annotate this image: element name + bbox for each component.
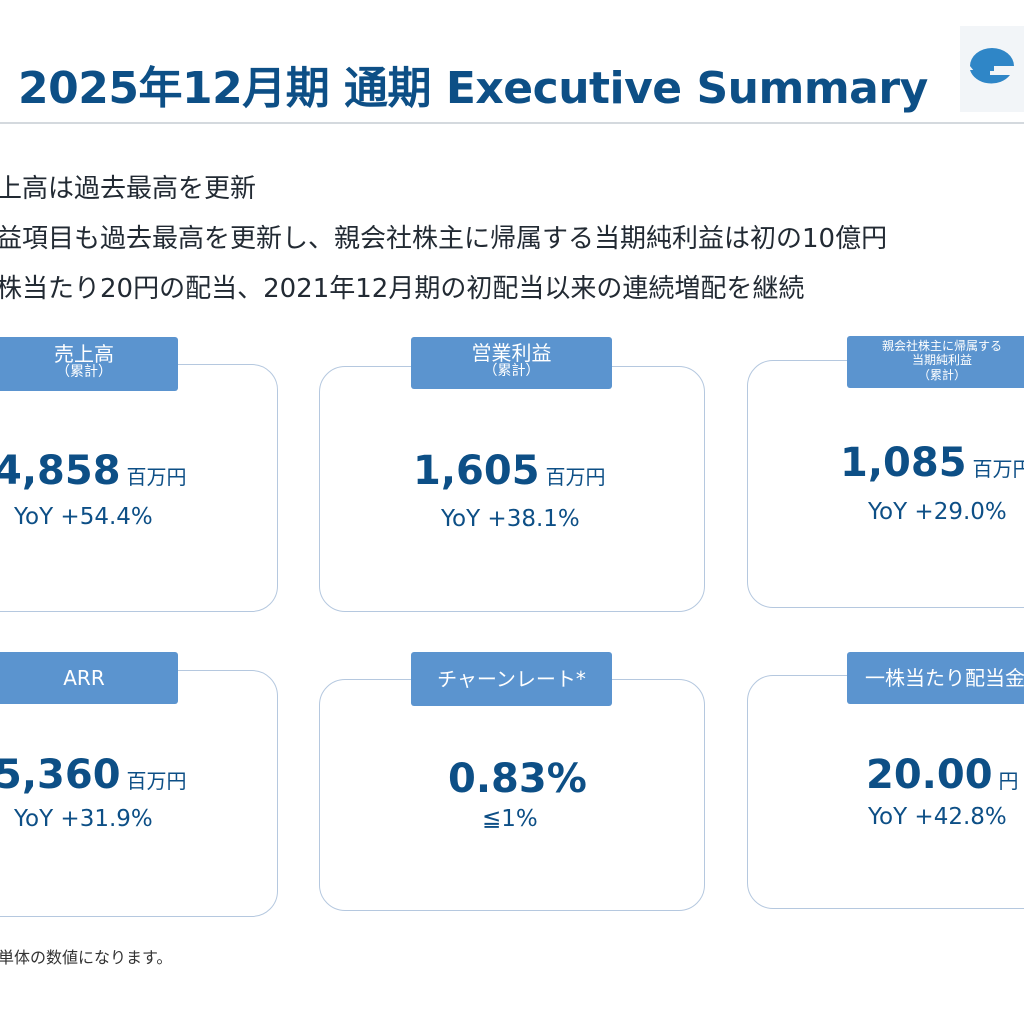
kpi-label-arr: ARR: [0, 652, 178, 704]
kpi-target-churn-rate: ≦1%: [482, 806, 538, 832]
summary-bullet: 上高は過去最高を更新: [0, 174, 257, 204]
kpi-yoy-revenue: YoY +54.4%: [14, 504, 153, 530]
header-divider: [0, 122, 1024, 124]
kpi-yoy-operating-profit: YoY +38.1%: [441, 506, 580, 532]
kpi-card-revenue: [0, 364, 278, 612]
kpi-value-churn-rate: 0.83%: [448, 756, 587, 802]
kpi-yoy-arr: YoY +31.9%: [14, 806, 153, 832]
kpi-card-dividend: [747, 675, 1024, 909]
kpi-value-arr: 5,360 百万円: [0, 752, 187, 798]
kpi-value-operating-profit: 1,605 百万円: [413, 448, 606, 494]
kpi-card-churn-rate: [319, 679, 705, 911]
kpi-card-net-income: [747, 360, 1024, 608]
kpi-label-dividend: 一株当たり配当金: [847, 652, 1024, 704]
summary-bullet: 株当たり20円の配当、2021年12月期の初配当以来の連続増配を継続: [0, 274, 805, 304]
kpi-yoy-dividend: YoY +42.8%: [868, 804, 1007, 830]
summary-bullet: 益項目も過去最高を更新し、親会社株主に帰属する当期純利益は初の10億円: [0, 224, 888, 254]
kpi-card-arr: [0, 670, 278, 917]
kpi-value-revenue: 4,858 百万円: [0, 448, 187, 494]
kpi-card-operating-profit: [319, 366, 705, 612]
kpi-label-net-income: 親会社株主に帰属する 当期純利益 （累計）: [847, 336, 1024, 388]
footnote: 単体の数値になります。: [0, 948, 173, 967]
page-title: 2025年12月期 通期 Executive Summary: [18, 63, 928, 114]
kpi-yoy-net-income: YoY +29.0%: [868, 499, 1007, 525]
kpi-label-operating-profit: 営業利益 （累計）: [411, 337, 612, 389]
kpi-label-churn-rate: チャーンレート*: [411, 652, 612, 706]
kpi-value-net-income: 1,085 百万円: [840, 440, 1024, 486]
kpi-label-revenue: 売上高 （累計）: [0, 337, 178, 391]
company-logo: [960, 26, 1024, 112]
kpi-value-dividend: 20.00 円: [866, 752, 1019, 798]
